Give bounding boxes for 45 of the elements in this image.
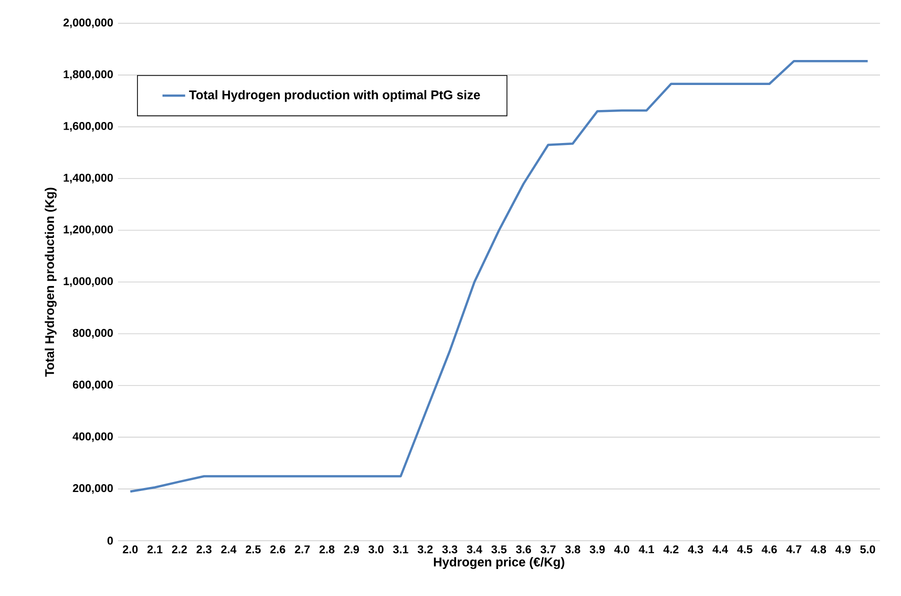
y-tick-label: 1,400,000 — [64, 174, 113, 184]
x-tick-label: 3.2 — [418, 545, 433, 554]
x-tick-label: 2.6 — [270, 545, 286, 554]
y-tick-label: 1,600,000 — [64, 122, 113, 132]
x-tick-label: 3.9 — [590, 545, 605, 554]
x-tick-label: 3.7 — [540, 545, 556, 554]
legend-label: Total Hydrogen production with optimal PtG size — [189, 90, 480, 102]
x-tick-label: 4.2 — [663, 545, 678, 554]
x-tick-label: 4.8 — [810, 545, 826, 554]
x-tick-label: 4.1 — [638, 545, 654, 554]
y-tick-label: 200,000 — [72, 484, 113, 494]
x-axis-title: Hydrogen price (€/Kg) — [434, 557, 564, 569]
x-tick-label: 3.0 — [368, 545, 384, 554]
y-tick-label: 1,000,000 — [64, 277, 113, 287]
x-tick-label: 4.0 — [614, 545, 630, 554]
y-tick-label: 0 — [107, 536, 113, 545]
y-axis-title: Total Hydrogen production (Kg) — [44, 188, 57, 377]
x-tick-label: 4.5 — [737, 545, 752, 554]
y-tick-label: 400,000 — [72, 432, 113, 442]
y-tick-label: 1,200,000 — [64, 225, 113, 236]
x-tick-label: 4.3 — [688, 545, 704, 554]
x-tick-label: 4.9 — [835, 545, 851, 554]
y-tick-label: 800,000 — [72, 328, 113, 339]
x-tick-label: 5.0 — [860, 545, 876, 554]
y-tick-label: 2,000,000 — [63, 18, 113, 28]
x-tick-label: 2.7 — [294, 545, 310, 554]
x-tick-label: 2.1 — [147, 545, 162, 554]
x-tick-label: 3.1 — [393, 545, 408, 554]
x-tick-label: 3.3 — [442, 545, 458, 554]
x-tick-label: 2.3 — [196, 545, 212, 554]
x-tick-label: 3.5 — [491, 545, 507, 554]
x-tick-label: 3.6 — [516, 545, 532, 554]
x-tick-label: 4.7 — [786, 545, 802, 554]
x-tick-label: 2.2 — [172, 545, 187, 554]
x-tick-label: 2.5 — [246, 545, 261, 554]
y-tick-label: 1,800,000 — [64, 70, 113, 80]
x-tick-label: 2.8 — [319, 545, 334, 554]
x-tick-label: 2.4 — [221, 545, 236, 554]
x-tick-label: 2.0 — [122, 545, 138, 554]
x-tick-label: 4.4 — [712, 545, 728, 554]
x-tick-label: 3.8 — [565, 545, 580, 554]
x-tick-label: 4.6 — [762, 545, 777, 554]
x-tick-label: 3.4 — [466, 545, 482, 554]
y-tick-label: 600,000 — [72, 380, 113, 390]
x-tick-label: 2.9 — [344, 545, 359, 554]
